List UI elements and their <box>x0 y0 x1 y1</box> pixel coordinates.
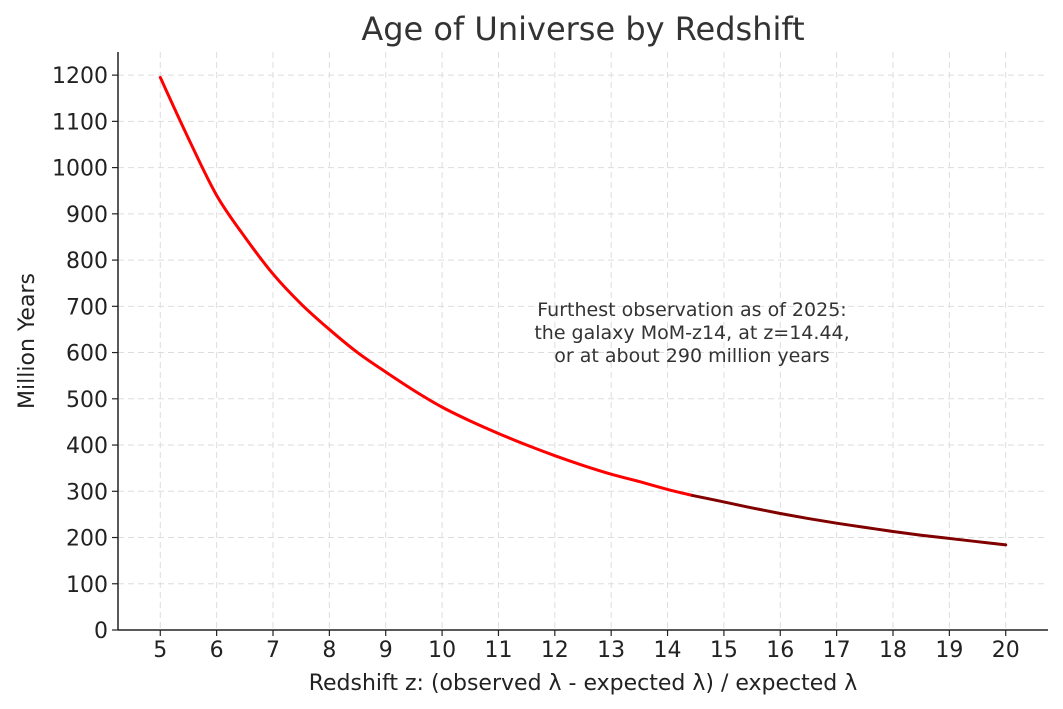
y-tick-label: 500 <box>66 388 108 413</box>
x-tick-label: 14 <box>654 638 682 663</box>
x-tick-label: 15 <box>710 638 738 663</box>
x-tick-label: 17 <box>823 638 851 663</box>
annotation: Furthest observation as of 2025: the gal… <box>534 299 849 367</box>
x-axis-label: Redshift z: (observed λ - expected λ) / … <box>309 671 858 696</box>
grid <box>118 52 1048 631</box>
x-tick-label: 9 <box>379 638 393 663</box>
x-tick-label: 13 <box>597 638 625 663</box>
y-tick-label: 200 <box>66 527 108 552</box>
y-axis-label: Million Years <box>15 273 40 409</box>
x-tick-label: 7 <box>266 638 280 663</box>
x-tick-label: 20 <box>992 638 1020 663</box>
x-tick-label: 16 <box>766 638 794 663</box>
series <box>158 75 1008 547</box>
ticks: 5 6 7 8 9 10 11 12 13 14 15 16 17 18 19 200100200300400… <box>52 64 1020 663</box>
annotation-line-1: Furthest observation as of 2025: <box>537 299 846 321</box>
annotation-line-3: or at about 290 million years <box>554 345 829 367</box>
chart-title: Age of Universe by Redshift <box>361 10 804 48</box>
x-tick-label: 11 <box>484 638 512 663</box>
y-tick-label: 900 <box>66 203 108 228</box>
x-tick-label: 6 <box>210 638 224 663</box>
y-tick-label: 400 <box>66 434 108 459</box>
y-tick-label: 1000 <box>52 157 108 182</box>
y-tick-label: 600 <box>66 342 108 367</box>
y-tick-label: 300 <box>66 480 108 505</box>
annotation-line-2: the galaxy MoM-z14, at z=14.44, <box>534 322 849 344</box>
x-tick-label: 12 <box>541 638 569 663</box>
x-tick-label: 5 <box>153 638 167 663</box>
x-tick-label: 10 <box>428 638 456 663</box>
x-tick-label: 18 <box>879 638 907 663</box>
y-tick-label: 100 <box>66 573 108 598</box>
y-tick-label: 1100 <box>52 110 108 135</box>
x-tick-label: 8 <box>322 638 336 663</box>
series-line-1 <box>158 75 694 497</box>
y-tick-label: 0 <box>94 619 108 644</box>
y-tick-label: 800 <box>66 249 108 274</box>
series-line-2 <box>690 493 1008 547</box>
y-tick-label: 1200 <box>52 64 108 89</box>
x-tick-label: 19 <box>935 638 963 663</box>
y-tick-label: 700 <box>66 295 108 320</box>
